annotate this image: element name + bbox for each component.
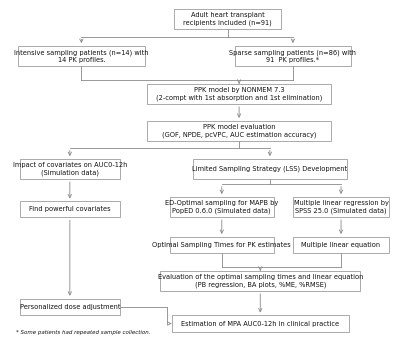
FancyBboxPatch shape (193, 159, 347, 179)
Text: Optimal Sampling Times for PK estimates: Optimal Sampling Times for PK estimates (152, 242, 291, 248)
Text: PPK model by NONMEM 7.3
(2-compt with 1st absorption and 1st elimination): PPK model by NONMEM 7.3 (2-compt with 1s… (156, 87, 322, 101)
FancyBboxPatch shape (172, 315, 349, 332)
Text: Personalized dose adjustment: Personalized dose adjustment (20, 304, 120, 310)
Text: Limited Sampling Strategy (LSS) Development: Limited Sampling Strategy (LSS) Developm… (192, 166, 348, 173)
Text: * Some patients had repeated sample collection.: * Some patients had repeated sample coll… (16, 330, 150, 335)
FancyBboxPatch shape (20, 299, 120, 315)
Text: Adult heart transplant
recipients included (n=91): Adult heart transplant recipients includ… (183, 12, 272, 26)
FancyBboxPatch shape (293, 237, 389, 253)
Text: Intensive sampling patients (n=14) with
14 PK profiles.: Intensive sampling patients (n=14) with … (14, 49, 149, 63)
FancyBboxPatch shape (170, 197, 274, 217)
FancyBboxPatch shape (18, 46, 145, 66)
FancyBboxPatch shape (20, 159, 120, 179)
FancyBboxPatch shape (174, 9, 282, 29)
FancyBboxPatch shape (20, 202, 120, 217)
Text: ED-Optimal sampling for MAPB by
PopED 0.6.0 (Simulated data): ED-Optimal sampling for MAPB by PopED 0.… (165, 200, 278, 214)
Text: Evaluation of the optimal sampling times and linear equation
(PB regression, BA : Evaluation of the optimal sampling times… (158, 274, 363, 288)
Text: Multiple linear equation: Multiple linear equation (302, 242, 381, 248)
FancyBboxPatch shape (235, 46, 351, 66)
FancyBboxPatch shape (147, 121, 332, 141)
FancyBboxPatch shape (160, 271, 360, 291)
Text: Estimation of MPA AUC0-12h in clinical practice: Estimation of MPA AUC0-12h in clinical p… (181, 320, 339, 327)
Text: PPK model evaluation
(GOF, NPDE, pcVPC, AUC estimation accuracy): PPK model evaluation (GOF, NPDE, pcVPC, … (162, 124, 316, 137)
Text: Impact of covariates on AUC0-12h
(Simulation data): Impact of covariates on AUC0-12h (Simula… (13, 162, 127, 176)
Text: Find powerful covariates: Find powerful covariates (29, 207, 111, 212)
FancyBboxPatch shape (147, 84, 332, 104)
Text: Sparse sampling patients (n=86) with
91  PK profiles.*: Sparse sampling patients (n=86) with 91 … (230, 49, 356, 63)
FancyBboxPatch shape (293, 197, 389, 217)
FancyBboxPatch shape (170, 237, 274, 253)
Text: Multiple linear regression by
SPSS 25.0 (Simulated data): Multiple linear regression by SPSS 25.0 … (294, 200, 388, 214)
